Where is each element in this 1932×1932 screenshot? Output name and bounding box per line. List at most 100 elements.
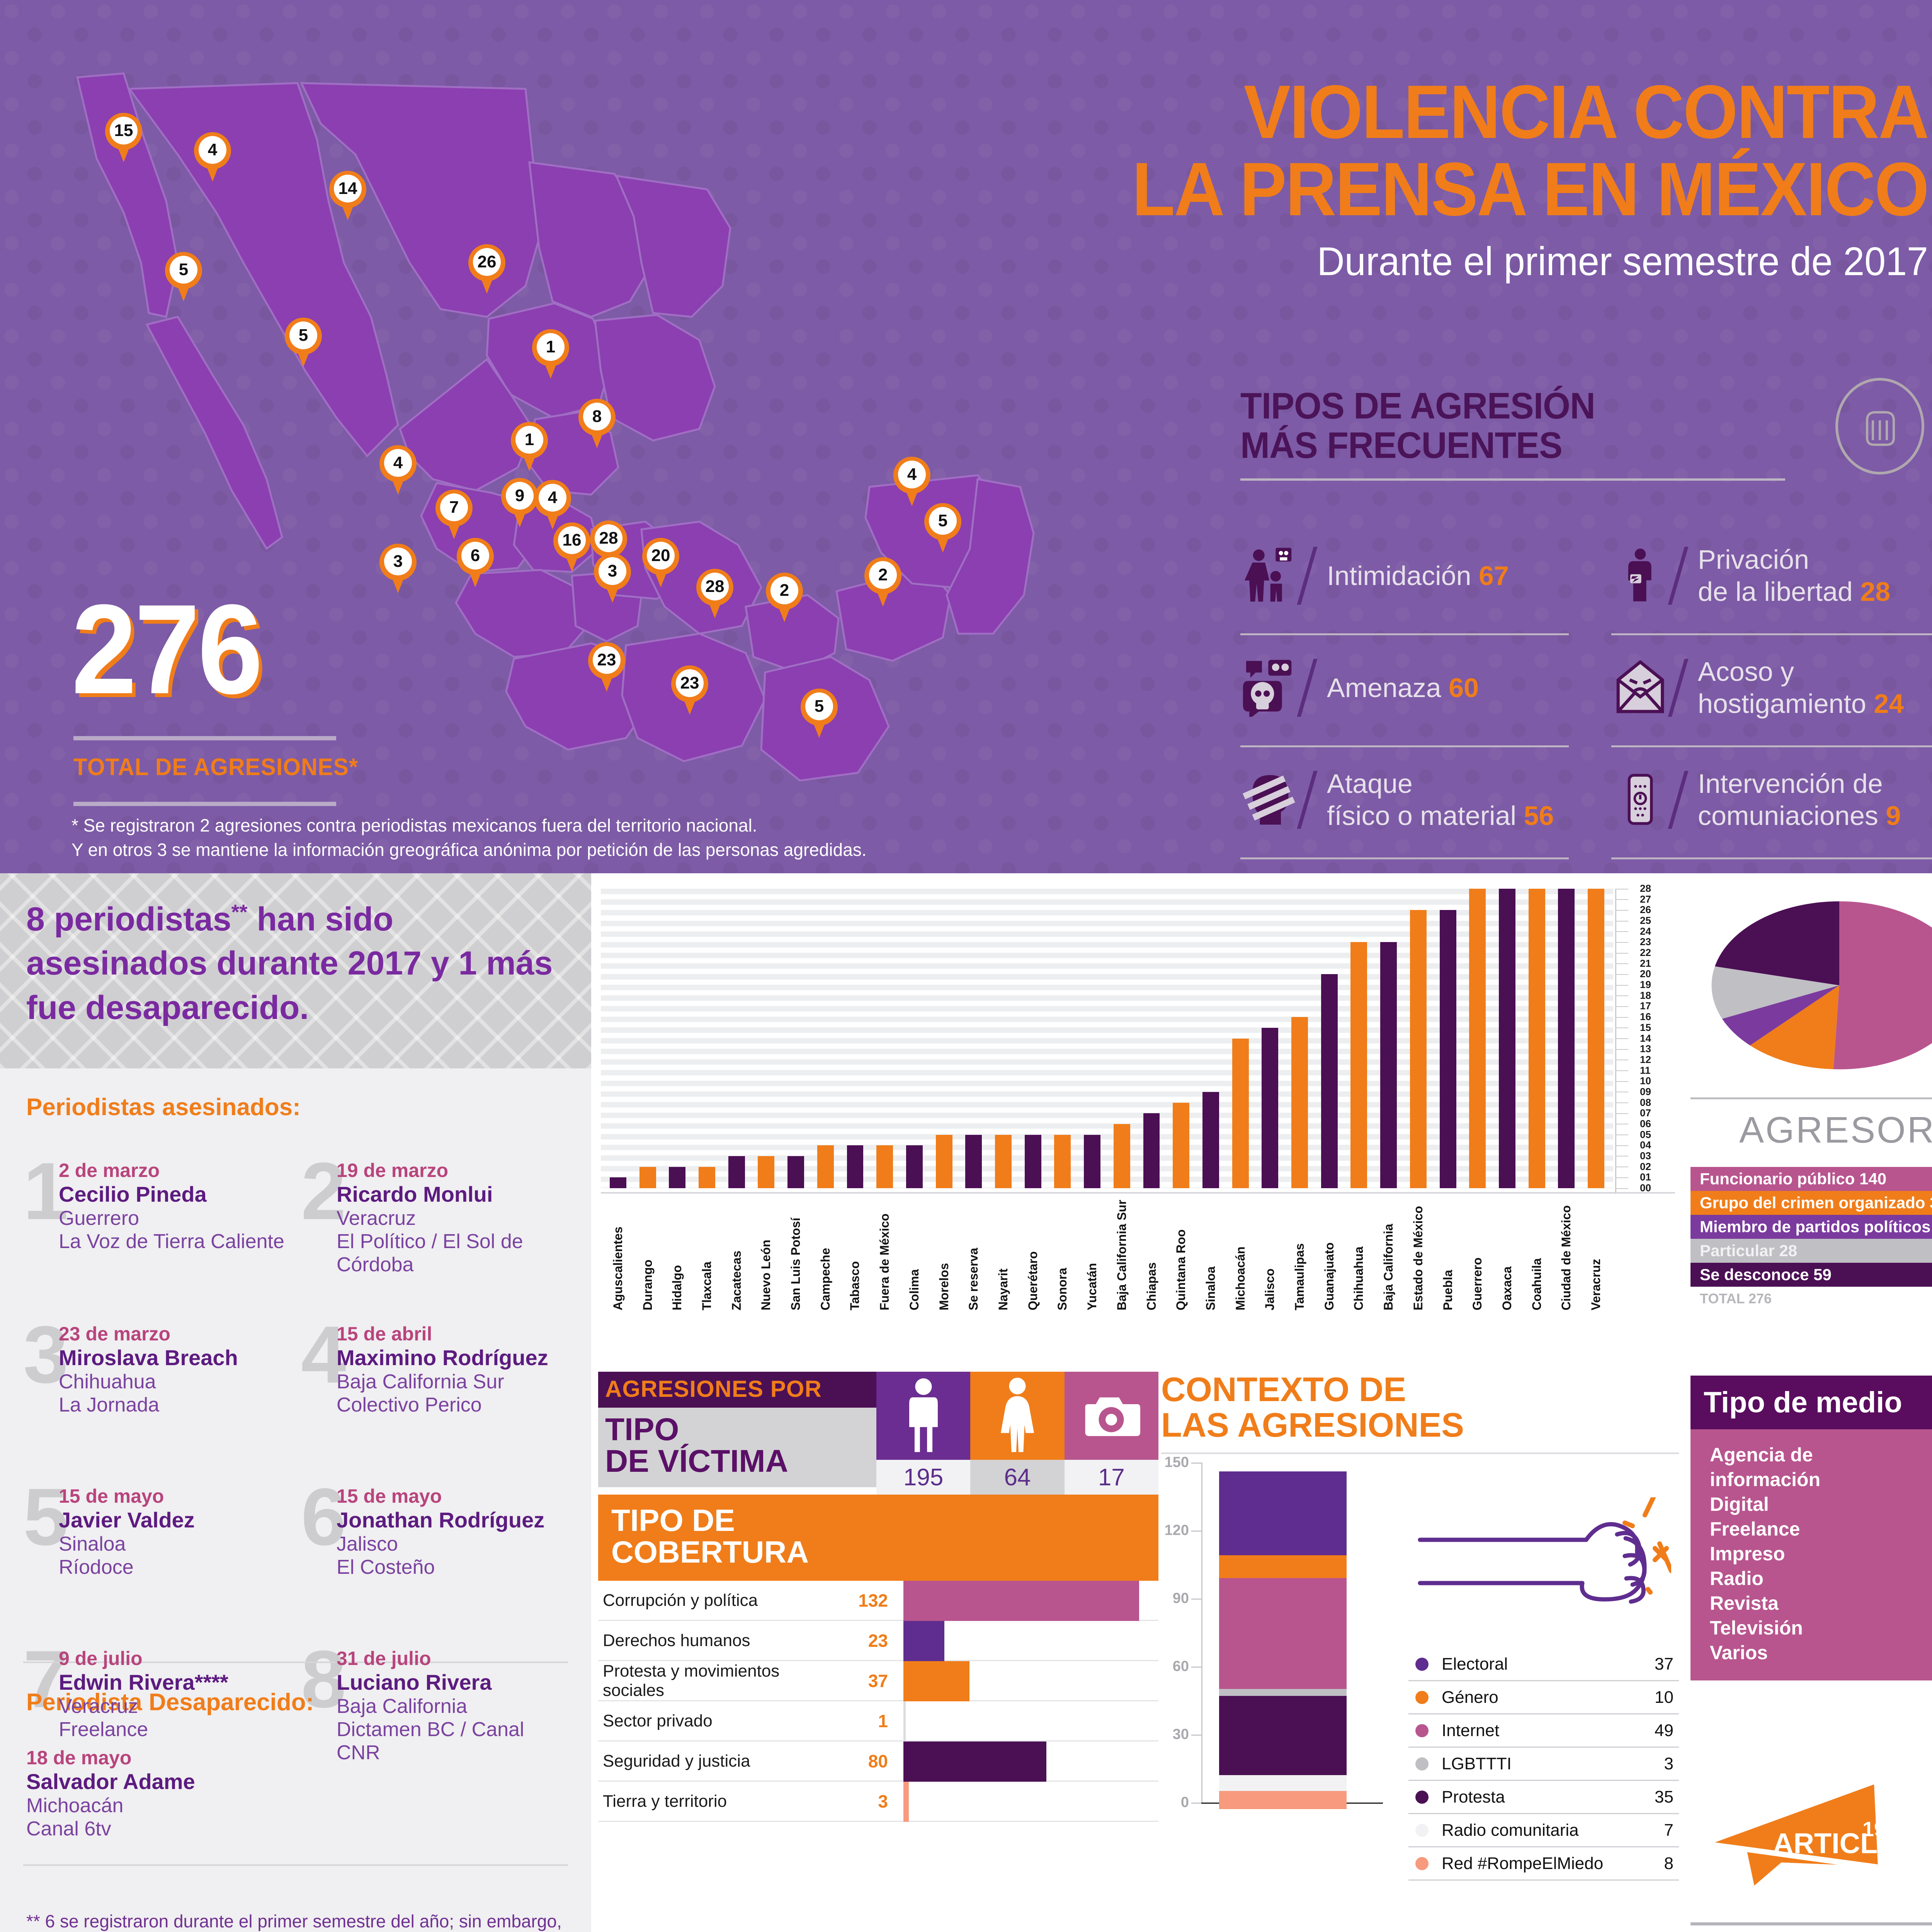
title-line-2: LA PRENSA EN MÉXICO	[1132, 146, 1929, 231]
bar-label-0: Aguscalientes	[611, 1226, 625, 1311]
aggression-value-1: 28	[1860, 577, 1891, 607]
y-tick-17: 17	[1615, 1000, 1673, 1012]
media-type-label-6: Televisión	[1710, 1617, 1803, 1639]
journalist-media: Dictamen BC / Canal CNR	[337, 1718, 524, 1764]
journalist-name: Maximino Rodríguez	[337, 1345, 548, 1370]
y-tick-00: 00	[1615, 1182, 1673, 1194]
context-y-axis: 150 120 90 60 30 0	[1161, 1454, 1208, 1811]
coverage-bar-2	[903, 1661, 969, 1702]
aggression-value-0: 67	[1478, 560, 1509, 591]
bar-michoacán	[1232, 1038, 1249, 1188]
y-tick-label: 12	[1640, 1053, 1651, 1065]
agresor-legend-label-0: Funcionario público 140	[1700, 1170, 1887, 1188]
bar-label-14: Querétaro	[1026, 1251, 1040, 1311]
bar-sinaloa	[1202, 1092, 1219, 1188]
journalist-date: 31 de julio	[337, 1648, 431, 1669]
context-title-line-1: CONTEXTO DE	[1161, 1370, 1406, 1408]
y-tick-label: 24	[1640, 925, 1651, 937]
journalist-media: Colectivo Perico	[337, 1394, 482, 1416]
bar-label-26: Baja California	[1381, 1224, 1396, 1311]
aggression-title-line-2: MÁS FRECUENTES	[1240, 424, 1563, 466]
context-title: CONTEXTO DE LAS AGRESIONES	[1161, 1372, 1679, 1442]
coverage-value-1: 23	[868, 1630, 888, 1651]
bar-slot-30	[1492, 889, 1522, 1188]
bar-label-10: Colima	[907, 1269, 921, 1311]
journalist-media: La Jornada	[59, 1394, 160, 1416]
context-y-tick-30	[1191, 1735, 1201, 1736]
coverage-title-line-2: COBERTURA	[611, 1534, 809, 1569]
coverage-bar-area-2	[903, 1661, 1143, 1702]
bar-yucatán	[1084, 1134, 1101, 1188]
pie-slice-4	[1715, 901, 1839, 985]
map-marker-chihuahua: 14	[329, 171, 366, 220]
bar-slot-3	[692, 889, 722, 1188]
victim-column-0: 195	[876, 1372, 971, 1495]
agresor-legend-row-3: Particular 28	[1690, 1239, 1932, 1263]
y-tick-label: 16	[1640, 1011, 1651, 1023]
context-legend-row-4: Protesta 35	[1408, 1781, 1679, 1815]
bar-label-30: Oaxaca	[1500, 1266, 1514, 1311]
journalist-index: 2	[301, 1146, 346, 1236]
context-y-label-120: 120	[1164, 1522, 1189, 1539]
context-divider	[1161, 1452, 1679, 1454]
article19-logo[interactable]: ARTICLE 19	[1708, 1777, 1932, 1893]
bar-ciudad-de-méxico	[1558, 889, 1575, 1188]
y-tick-label: 10	[1640, 1075, 1651, 1087]
bar-label-1: Durango	[640, 1259, 655, 1311]
media-type-label-4: Radio	[1710, 1568, 1764, 1589]
victim-type-columns: 195 64 17	[876, 1372, 1158, 1495]
y-tick-04: 04	[1615, 1139, 1673, 1151]
agresor-total: TOTAL 276	[1700, 1291, 1772, 1306]
threat-icon	[1240, 655, 1298, 721]
journalist-state: Chihuahua	[59, 1371, 156, 1393]
journalist-media: La Voz de Tierra Caliente	[59, 1230, 284, 1253]
bar-slot-19	[1166, 889, 1196, 1188]
pie-slice-1	[1750, 985, 1839, 1070]
y-tick-label: 01	[1640, 1171, 1651, 1183]
media-type-row-6: Televisión15	[1710, 1616, 1932, 1640]
y-tick-07: 07	[1615, 1107, 1673, 1119]
marker-value: 7	[440, 493, 468, 521]
marker-value: 3	[599, 557, 626, 585]
bar-label-9: Fuera de México	[878, 1213, 892, 1311]
context-segment-lgbttti	[1219, 1689, 1347, 1696]
bar-slot-29	[1463, 889, 1492, 1188]
map-marker-chiapas: 5	[801, 689, 838, 738]
victim-title-line-2: DE VÍCTIMA	[605, 1444, 788, 1479]
bar-baja-california	[1380, 942, 1397, 1188]
coverage-label-3: Sector privado	[603, 1711, 713, 1730]
label-slot-29: Guerrero	[1463, 1200, 1492, 1310]
context-segment-electoral	[1219, 1471, 1347, 1556]
y-tick-label: 20	[1640, 968, 1651, 980]
y-tick-label: 06	[1640, 1117, 1651, 1129]
media-type-list: Agencia deinformación6Digital119Freelanc…	[1690, 1429, 1932, 1680]
bar-slot-11	[929, 889, 959, 1188]
y-tick-label: 22	[1640, 947, 1651, 959]
map-marker-michoacan: 6	[457, 538, 494, 587]
journalists-banner-text: 8 periodistas** han sido asesinados dura…	[26, 897, 567, 1030]
disappeared-journalist-entry: 18 de mayo Salvador Adame Michoacán Cana…	[26, 1747, 195, 1840]
context-y-label-60: 60	[1172, 1658, 1189, 1675]
journalist-state: Veracruz	[59, 1695, 138, 1718]
coverage-value-2: 37	[868, 1670, 888, 1691]
bar-slot-23	[1285, 889, 1315, 1188]
svg-text:ARTICLE: ARTICLE	[1773, 1827, 1897, 1859]
bar-aguscalientes	[609, 1177, 626, 1188]
journalist-date: 15 de mayo	[337, 1485, 442, 1507]
map-marker-tabasco: 2	[766, 573, 803, 622]
context-legend-value-5: 7	[1664, 1820, 1673, 1840]
agresor-legend-label-2: Miembro de partidos políticos 17	[1700, 1218, 1932, 1236]
label-slot-6: San Luis Potosí	[781, 1200, 811, 1310]
marker-value: 14	[334, 175, 362, 202]
hero-footnote-line-1: * Se registraron 2 agresiones contra per…	[71, 815, 757, 835]
context-y-label-30: 30	[1172, 1726, 1189, 1743]
total-rule-top	[73, 736, 336, 740]
disappeared-date: 18 de mayo	[26, 1747, 132, 1769]
map-marker-tamaulipas: 8	[578, 399, 616, 448]
y-tick-label: 17	[1640, 1000, 1651, 1012]
bar-colima	[906, 1145, 923, 1188]
label-slot-23: Tamaulipas	[1285, 1200, 1315, 1311]
aggression-value-2: 60	[1449, 672, 1479, 703]
context-legend-value-6: 8	[1664, 1854, 1673, 1873]
context-legend-dot-4	[1415, 1790, 1429, 1804]
